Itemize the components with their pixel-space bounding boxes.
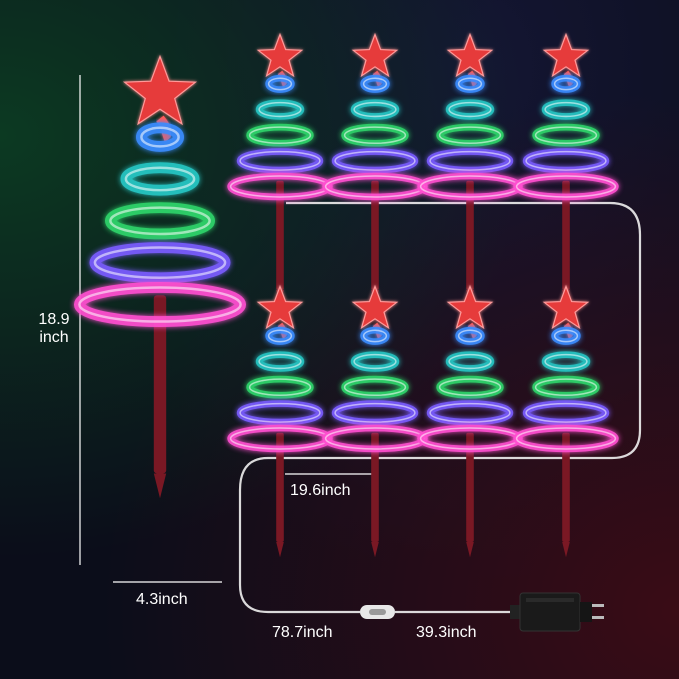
stake xyxy=(562,432,570,543)
spiral-highlight xyxy=(448,101,492,118)
lead-cable xyxy=(238,456,360,614)
stake xyxy=(276,180,284,291)
star-topper xyxy=(446,32,494,78)
cable-network xyxy=(238,201,642,614)
plug-cable-label: 39.3inch xyxy=(416,624,477,641)
stake-tip xyxy=(466,542,474,558)
stake xyxy=(371,432,379,543)
spiral-highlight xyxy=(544,353,588,370)
stake xyxy=(562,180,570,291)
star-topper xyxy=(122,54,198,126)
spiral-highlight xyxy=(353,101,397,118)
spiral-highlight xyxy=(438,126,502,145)
spiral-highlight xyxy=(343,378,407,397)
spiral-highlight xyxy=(515,175,617,198)
spiral-highlight xyxy=(109,206,211,236)
spiral-highlight xyxy=(239,150,321,171)
inline-switch xyxy=(360,605,395,619)
spiral-highlight xyxy=(239,402,321,423)
spiral-highlight xyxy=(429,402,511,423)
spiral-highlight xyxy=(343,126,407,145)
small-tree-bottom-2 xyxy=(322,284,428,558)
stake xyxy=(466,180,474,291)
power-adapter xyxy=(510,592,604,632)
spiral-highlight xyxy=(534,378,598,397)
spiral-highlight xyxy=(553,329,579,343)
spiral-highlight xyxy=(515,427,617,450)
spiral-highlight xyxy=(324,175,426,198)
spiral-highlight xyxy=(534,126,598,145)
small-tree-top-4 xyxy=(513,32,619,306)
small-tree-top-2 xyxy=(322,32,428,306)
large-tree xyxy=(73,54,247,499)
spiral-highlight xyxy=(324,427,426,450)
spiral-highlight xyxy=(448,353,492,370)
top-row-cable xyxy=(286,201,642,460)
spiral-highlight xyxy=(140,126,180,148)
spiral-highlight xyxy=(124,166,196,192)
spiral-highlight xyxy=(334,402,416,423)
small-tree-top-3 xyxy=(417,32,523,306)
stake xyxy=(153,295,167,474)
spiral-highlight xyxy=(93,246,227,280)
spiral-highlight xyxy=(248,378,312,397)
spiral-highlight xyxy=(229,427,331,450)
height-unit: inch xyxy=(39,329,69,346)
spacing-label: 19.6inch xyxy=(290,482,351,499)
small-tree-bottom-3 xyxy=(417,284,523,558)
star-topper xyxy=(351,284,399,330)
measure-lines xyxy=(79,75,378,583)
spiral-highlight xyxy=(248,126,312,145)
height-label: 18.9 inch xyxy=(34,311,74,347)
stake-tip xyxy=(153,473,167,499)
star-topper xyxy=(542,284,590,330)
spiral-highlight xyxy=(525,402,607,423)
star-topper xyxy=(542,32,590,78)
small-tree-bottom-4 xyxy=(513,284,619,558)
spiral-highlight xyxy=(438,378,502,397)
spiral-highlight xyxy=(258,353,302,370)
star-topper xyxy=(446,284,494,330)
spiral-highlight xyxy=(334,150,416,171)
star-topper xyxy=(256,284,304,330)
spiral-highlight xyxy=(362,77,388,91)
spiral-highlight xyxy=(457,77,483,91)
spiral-highlight xyxy=(267,77,293,91)
stake-tip xyxy=(276,542,284,558)
stake xyxy=(371,180,379,291)
spiral-highlight xyxy=(429,150,511,171)
star-topper xyxy=(351,32,399,78)
spiral-highlight xyxy=(258,101,302,118)
small-tree-top-1 xyxy=(227,32,333,306)
base-width-label: 4.3inch xyxy=(136,591,188,608)
small-tree-bottom-1 xyxy=(227,284,333,558)
spiral-highlight xyxy=(362,329,388,343)
spiral-highlight xyxy=(457,329,483,343)
stake xyxy=(276,432,284,543)
spiral-highlight xyxy=(229,175,331,198)
lead-cable-label: 78.7inch xyxy=(272,624,333,641)
spiral-highlight xyxy=(78,286,242,323)
spiral-highlight xyxy=(353,353,397,370)
spiral-highlight xyxy=(553,77,579,91)
stake-tip xyxy=(371,542,379,558)
stake xyxy=(466,432,474,543)
stake-tip xyxy=(562,542,570,558)
spiral-highlight xyxy=(267,329,293,343)
height-value: 18.9 xyxy=(38,311,70,328)
spiral-highlight xyxy=(525,150,607,171)
star-topper xyxy=(256,32,304,78)
spiral-highlight xyxy=(544,101,588,118)
